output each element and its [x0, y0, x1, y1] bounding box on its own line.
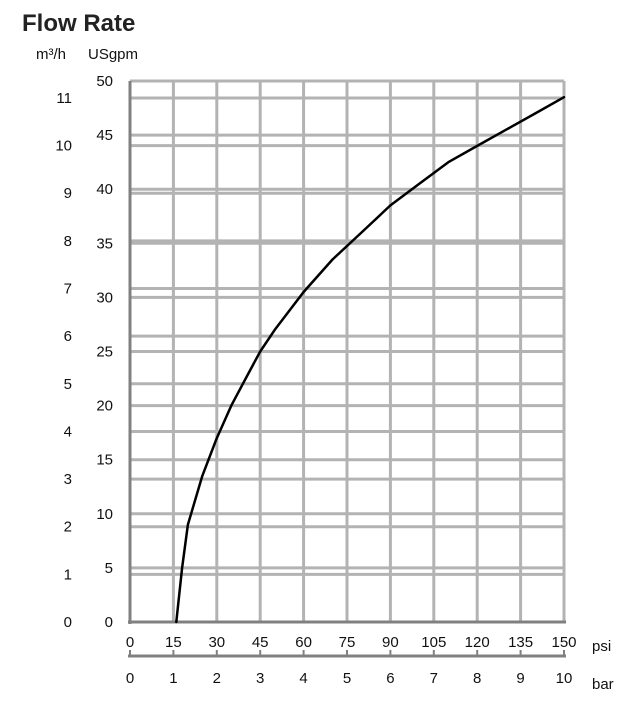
x-psi-tick-label: 150 — [551, 634, 576, 651]
x-psi-unit-label: psi — [592, 638, 611, 655]
x-bar-tick-label: 7 — [430, 670, 438, 687]
y-inner-unit-label: USgpm — [88, 46, 138, 63]
y-outer-tick-label: 9 — [64, 185, 72, 202]
x-psi-tick-label: 60 — [295, 634, 312, 651]
grid-lines — [130, 79, 566, 622]
y-inner-tick-label: 5 — [105, 560, 113, 577]
y-outer-tick-label: 2 — [64, 519, 72, 536]
y-inner-tick-label: 25 — [96, 344, 113, 361]
y-outer-tick-label: 8 — [64, 233, 72, 250]
x-bar-tick-label: 3 — [256, 670, 264, 687]
x-psi-tick-label: 90 — [382, 634, 399, 651]
y-outer-tick-label: 0 — [64, 614, 72, 631]
y-outer-tick-label: 7 — [64, 281, 72, 298]
y-inner-tick-label: 10 — [96, 506, 113, 523]
y-inner-tick-label: 0 — [105, 614, 113, 631]
x-psi-tick-label: 0 — [126, 634, 134, 651]
x-bar-tick-label: 0 — [126, 670, 134, 687]
x-psi-tick-label: 15 — [165, 634, 182, 651]
y-outer-tick-label: 3 — [64, 471, 72, 488]
x-bar-tick-label: 9 — [516, 670, 524, 687]
y-outer-tick-label: 6 — [64, 328, 72, 345]
x-bar-tick-label: 5 — [343, 670, 351, 687]
x-psi-tick-label: 120 — [465, 634, 490, 651]
y-inner-tick-label: 45 — [96, 127, 113, 144]
y-outer-tick-label: 10 — [55, 138, 72, 155]
x-psi-tick-label: 30 — [208, 634, 225, 651]
y-outer-unit-label: m³/h — [36, 46, 66, 63]
x-psi-tick-label: 45 — [252, 634, 269, 651]
flow-curve — [175, 95, 566, 624]
x-bar-tick-label: 10 — [556, 670, 573, 687]
x-bar-tick-label: 8 — [473, 670, 481, 687]
y-inner-tick-label: 40 — [96, 181, 113, 198]
chart-title: Flow Rate — [22, 10, 135, 37]
y-inner-tick-label: 50 — [96, 73, 113, 90]
y-inner-tick-label: 30 — [96, 289, 113, 306]
x-bar-tick-label: 1 — [169, 670, 177, 687]
y-outer-tick-label: 5 — [64, 376, 72, 393]
y-inner-tick-label: 15 — [96, 452, 113, 469]
x-bar-tick-label: 2 — [213, 670, 221, 687]
y-outer-tick-label: 1 — [64, 566, 72, 583]
y-outer-tick-label: 11 — [56, 90, 72, 107]
x-psi-tick-label: 75 — [339, 634, 356, 651]
axes — [128, 81, 566, 658]
x-psi-tick-label: 135 — [508, 634, 533, 651]
x-bar-tick-label: 4 — [299, 670, 307, 687]
x-bar-unit-label: bar — [592, 676, 614, 693]
y-outer-tick-label: 4 — [64, 423, 72, 440]
x-psi-tick-label: 105 — [421, 634, 446, 651]
x-bar-tick-label: 6 — [386, 670, 394, 687]
y-inner-tick-label: 20 — [96, 398, 113, 415]
y-inner-tick-label: 35 — [96, 235, 113, 252]
flow-rate-curve — [175, 95, 566, 624]
